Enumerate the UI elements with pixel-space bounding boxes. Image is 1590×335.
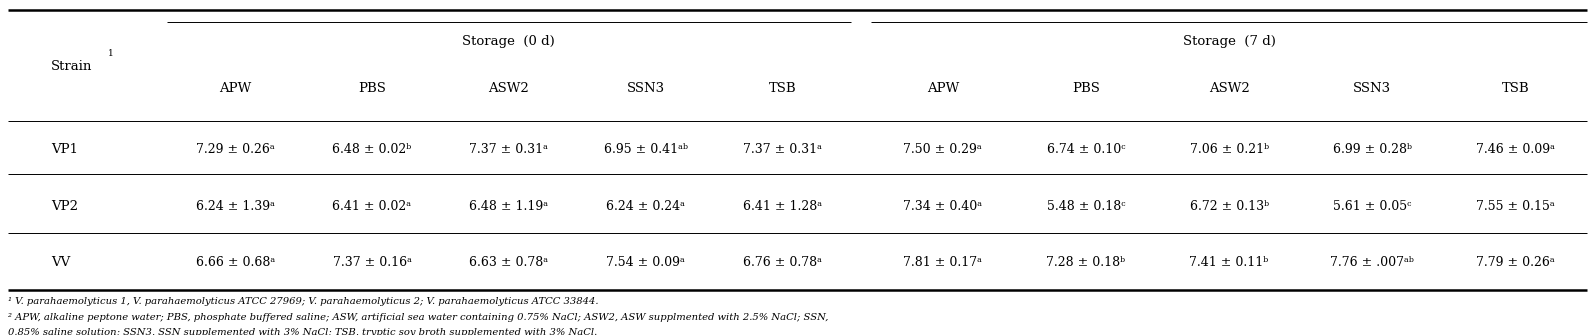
Text: SSN3: SSN3 bbox=[626, 82, 665, 95]
Text: 6.72 ± 0.13ᵇ: 6.72 ± 0.13ᵇ bbox=[1189, 200, 1269, 212]
Text: 6.24 ± 0.24ᵃ: 6.24 ± 0.24ᵃ bbox=[606, 200, 685, 212]
Text: APW: APW bbox=[927, 82, 959, 95]
Text: 6.95 ± 0.41ᵃᵇ: 6.95 ± 0.41ᵃᵇ bbox=[604, 143, 687, 155]
Text: APW: APW bbox=[219, 82, 251, 95]
Text: 7.76 ± .007ᵃᵇ: 7.76 ± .007ᵃᵇ bbox=[1331, 257, 1414, 269]
Text: 7.81 ± 0.17ᵃ: 7.81 ± 0.17ᵃ bbox=[903, 257, 983, 269]
Text: TSB: TSB bbox=[768, 82, 797, 95]
Text: ² APW, alkaline peptone water; PBS, phosphate buffered saline; ASW, artificial s: ² APW, alkaline peptone water; PBS, phos… bbox=[8, 313, 828, 322]
Text: 6.63 ± 0.78ᵃ: 6.63 ± 0.78ᵃ bbox=[469, 257, 549, 269]
Text: 7.29 ± 0.26ᵃ: 7.29 ± 0.26ᵃ bbox=[196, 143, 275, 155]
Text: 7.37 ± 0.16ᵃ: 7.37 ± 0.16ᵃ bbox=[332, 257, 412, 269]
Text: 7.37 ± 0.31ᵃ: 7.37 ± 0.31ᵃ bbox=[469, 143, 549, 155]
Text: VP2: VP2 bbox=[51, 200, 78, 212]
Text: 5.48 ± 0.18ᶜ: 5.48 ± 0.18ᶜ bbox=[1046, 200, 1126, 212]
Text: 6.41 ± 0.02ᵃ: 6.41 ± 0.02ᵃ bbox=[332, 200, 412, 212]
Text: VV: VV bbox=[51, 257, 70, 269]
Text: SSN3: SSN3 bbox=[1353, 82, 1391, 95]
Text: ¹ V. parahaemolyticus 1, V. parahaemolyticus ATCC 27969; V. parahaemolyticus 2; : ¹ V. parahaemolyticus 1, V. parahaemolyt… bbox=[8, 297, 598, 306]
Text: PBS: PBS bbox=[1072, 82, 1100, 95]
Text: Storage  (0 d): Storage (0 d) bbox=[463, 36, 555, 48]
Text: 7.50 ± 0.29ᵃ: 7.50 ± 0.29ᵃ bbox=[903, 143, 983, 155]
Text: PBS: PBS bbox=[358, 82, 386, 95]
Text: TSB: TSB bbox=[1501, 82, 1530, 95]
Text: 6.76 ± 0.78ᵃ: 6.76 ± 0.78ᵃ bbox=[743, 257, 822, 269]
Text: 7.79 ± 0.26ᵃ: 7.79 ± 0.26ᵃ bbox=[1476, 257, 1555, 269]
Text: 0.85% saline solution; SSN3, SSN supplemented with 3% NaCl; TSB, tryptic soy bro: 0.85% saline solution; SSN3, SSN supplem… bbox=[8, 328, 598, 335]
Text: 6.48 ± 0.02ᵇ: 6.48 ± 0.02ᵇ bbox=[332, 143, 412, 155]
Text: 6.74 ± 0.10ᶜ: 6.74 ± 0.10ᶜ bbox=[1046, 143, 1126, 155]
Text: VP1: VP1 bbox=[51, 143, 78, 155]
Text: Strain: Strain bbox=[51, 61, 92, 73]
Text: 6.99 ± 0.28ᵇ: 6.99 ± 0.28ᵇ bbox=[1332, 143, 1412, 155]
Text: 7.28 ± 0.18ᵇ: 7.28 ± 0.18ᵇ bbox=[1046, 257, 1126, 269]
Text: ASW2: ASW2 bbox=[1208, 82, 1250, 95]
Text: 6.24 ± 1.39ᵃ: 6.24 ± 1.39ᵃ bbox=[196, 200, 275, 212]
Text: 7.37 ± 0.31ᵃ: 7.37 ± 0.31ᵃ bbox=[743, 143, 822, 155]
Text: 7.41 ± 0.11ᵇ: 7.41 ± 0.11ᵇ bbox=[1189, 257, 1269, 269]
Text: 6.48 ± 1.19ᵃ: 6.48 ± 1.19ᵃ bbox=[469, 200, 549, 212]
Text: 6.41 ± 1.28ᵃ: 6.41 ± 1.28ᵃ bbox=[743, 200, 822, 212]
Text: Storage  (7 d): Storage (7 d) bbox=[1183, 36, 1275, 48]
Text: 7.55 ± 0.15ᵃ: 7.55 ± 0.15ᵃ bbox=[1476, 200, 1555, 212]
Text: 5.61 ± 0.05ᶜ: 5.61 ± 0.05ᶜ bbox=[1332, 200, 1412, 212]
Text: ASW2: ASW2 bbox=[488, 82, 529, 95]
Text: 7.34 ± 0.40ᵃ: 7.34 ± 0.40ᵃ bbox=[903, 200, 983, 212]
Text: 6.66 ± 0.68ᵃ: 6.66 ± 0.68ᵃ bbox=[196, 257, 275, 269]
Text: 7.46 ± 0.09ᵃ: 7.46 ± 0.09ᵃ bbox=[1476, 143, 1555, 155]
Text: 1: 1 bbox=[108, 49, 114, 58]
Text: 7.54 ± 0.09ᵃ: 7.54 ± 0.09ᵃ bbox=[606, 257, 685, 269]
Text: 7.06 ± 0.21ᵇ: 7.06 ± 0.21ᵇ bbox=[1189, 143, 1269, 155]
